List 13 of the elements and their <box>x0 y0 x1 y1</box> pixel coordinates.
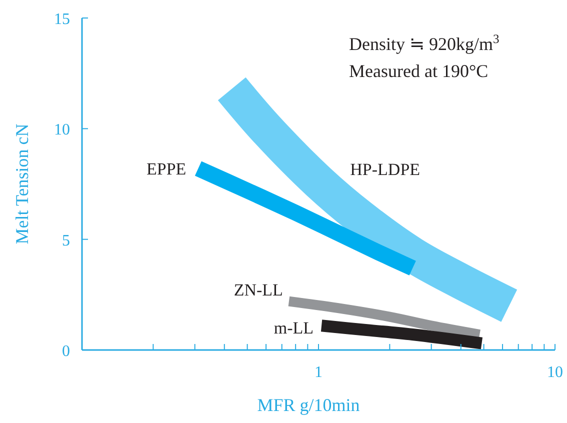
y-axis-title: Melt Tension cN <box>12 124 32 244</box>
annotation: Measured at 190°C <box>349 61 488 81</box>
series-label: m-LL <box>274 318 314 338</box>
y-tick-label: 0 <box>62 343 70 360</box>
y-tick-label: 10 <box>54 122 70 139</box>
annotation: Density ≒ 920kg/m$^{3}$ <box>349 32 500 54</box>
series-label: ZN-LL <box>234 280 283 300</box>
y-tick-label: 5 <box>62 232 70 250</box>
y-tick-label: 15 <box>54 11 70 28</box>
x-axis-title: MFR g/10min <box>257 395 360 415</box>
series-label: HP-LDPE <box>350 160 420 180</box>
series-label: EPPE <box>146 160 186 179</box>
x-tick-label: 1 <box>314 364 322 381</box>
